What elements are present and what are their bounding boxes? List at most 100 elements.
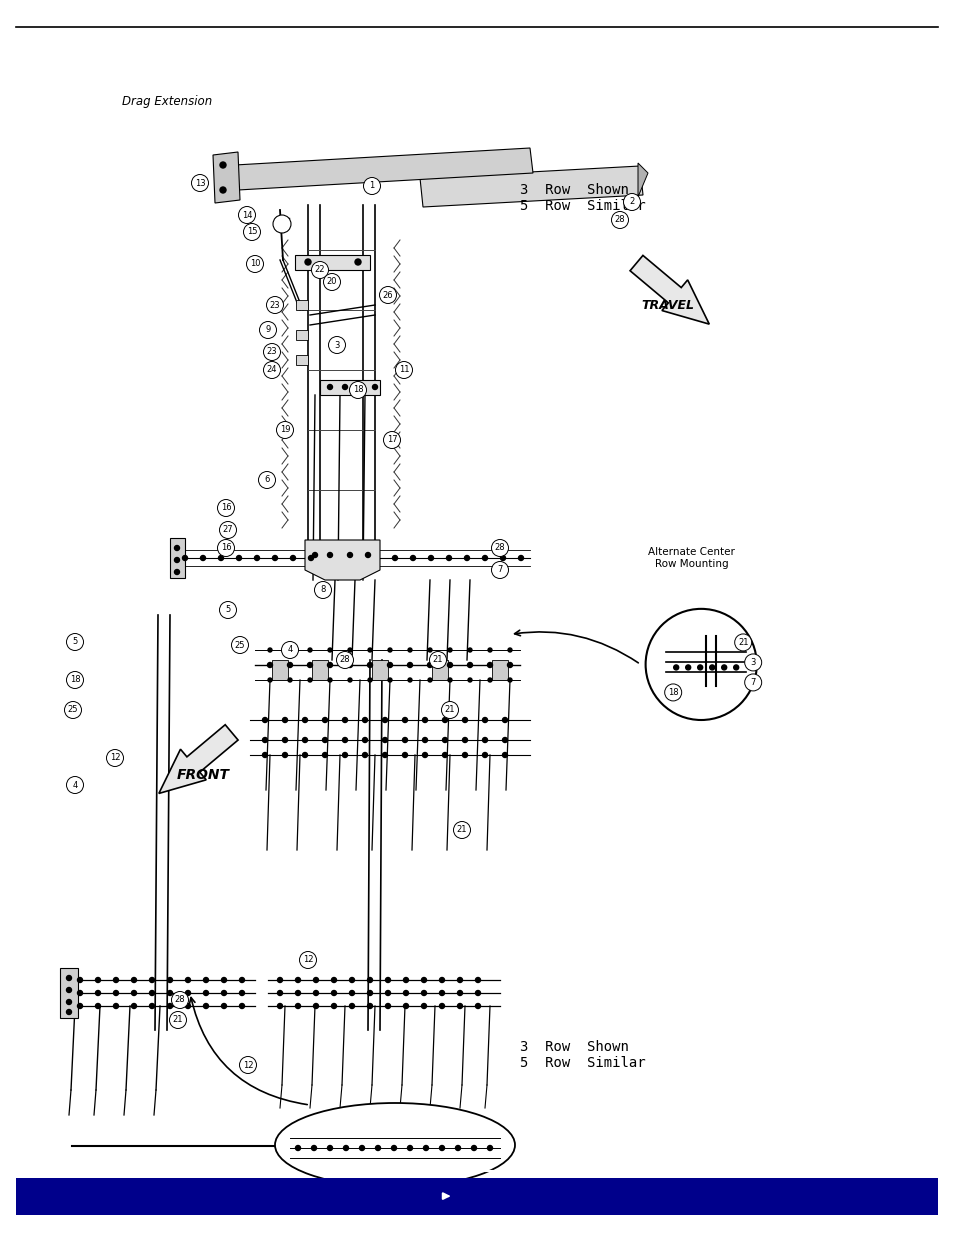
Text: 28: 28 (174, 995, 185, 1004)
Circle shape (379, 287, 396, 304)
Circle shape (322, 752, 327, 757)
Circle shape (185, 977, 191, 983)
Text: 16: 16 (220, 504, 231, 513)
Text: 13: 13 (194, 179, 205, 188)
Text: 21: 21 (456, 825, 467, 835)
Text: 2: 2 (629, 198, 634, 206)
Circle shape (471, 1146, 476, 1151)
Text: 19: 19 (279, 426, 290, 435)
Circle shape (439, 1004, 444, 1009)
Circle shape (295, 1146, 300, 1151)
Circle shape (113, 977, 118, 983)
Circle shape (218, 556, 223, 561)
Circle shape (491, 540, 508, 557)
Circle shape (273, 556, 277, 561)
Circle shape (322, 737, 327, 742)
Circle shape (150, 990, 154, 995)
Text: 27: 27 (222, 526, 233, 535)
Text: 5: 5 (225, 605, 231, 615)
Circle shape (328, 336, 345, 353)
Circle shape (487, 1146, 492, 1151)
Text: 11: 11 (398, 366, 409, 374)
Text: 23: 23 (267, 347, 277, 357)
Circle shape (442, 752, 447, 757)
Circle shape (113, 1004, 118, 1009)
Circle shape (221, 1004, 226, 1009)
Circle shape (168, 977, 172, 983)
Polygon shape (295, 330, 308, 340)
Circle shape (697, 664, 702, 669)
Circle shape (475, 977, 480, 983)
Circle shape (287, 662, 293, 667)
Circle shape (362, 718, 367, 722)
Circle shape (462, 718, 467, 722)
Circle shape (518, 556, 523, 561)
Circle shape (468, 648, 472, 652)
Circle shape (402, 737, 407, 742)
Polygon shape (234, 148, 533, 190)
Circle shape (327, 384, 333, 389)
Bar (16, 1178, 937, 1214)
Circle shape (95, 990, 100, 995)
Circle shape (447, 662, 452, 667)
Polygon shape (295, 354, 308, 366)
Circle shape (220, 186, 226, 193)
Circle shape (347, 552, 352, 557)
Circle shape (457, 977, 462, 983)
Circle shape (507, 648, 512, 652)
Circle shape (221, 990, 226, 995)
Circle shape (491, 562, 508, 578)
Circle shape (448, 648, 452, 652)
Circle shape (464, 556, 469, 561)
Circle shape (236, 556, 241, 561)
Text: 12: 12 (110, 753, 120, 762)
Circle shape (645, 609, 756, 720)
Circle shape (322, 718, 327, 722)
Circle shape (295, 990, 300, 995)
Circle shape (220, 162, 226, 168)
Circle shape (113, 990, 118, 995)
Text: 17: 17 (386, 436, 396, 445)
Circle shape (422, 718, 427, 722)
Circle shape (342, 384, 347, 389)
Text: 18: 18 (70, 676, 80, 684)
Ellipse shape (274, 1103, 515, 1187)
Circle shape (367, 990, 372, 995)
Circle shape (343, 1146, 348, 1151)
Text: 23: 23 (270, 300, 280, 310)
Circle shape (336, 652, 354, 668)
Circle shape (455, 1146, 460, 1151)
Circle shape (423, 1146, 428, 1151)
Circle shape (262, 718, 267, 722)
Circle shape (475, 990, 480, 995)
Circle shape (67, 634, 84, 651)
Circle shape (263, 343, 280, 361)
Circle shape (273, 215, 291, 233)
Circle shape (391, 1146, 396, 1151)
Circle shape (709, 664, 714, 669)
Circle shape (392, 556, 397, 561)
Circle shape (734, 634, 751, 651)
Circle shape (174, 569, 179, 574)
Text: 3: 3 (334, 341, 339, 350)
Circle shape (323, 273, 340, 290)
Circle shape (427, 662, 432, 667)
Circle shape (363, 178, 380, 194)
Circle shape (185, 1004, 191, 1009)
Circle shape (502, 752, 507, 757)
Circle shape (291, 556, 295, 561)
Circle shape (331, 990, 336, 995)
Text: 25: 25 (68, 705, 78, 715)
Circle shape (403, 990, 408, 995)
Circle shape (468, 678, 472, 682)
Polygon shape (272, 659, 288, 680)
Circle shape (239, 990, 244, 995)
Circle shape (487, 662, 492, 667)
Circle shape (203, 977, 209, 983)
Circle shape (362, 737, 367, 742)
Circle shape (327, 662, 333, 667)
Text: 21: 21 (433, 656, 443, 664)
Circle shape (382, 752, 387, 757)
Circle shape (95, 1004, 100, 1009)
Circle shape (238, 206, 255, 224)
